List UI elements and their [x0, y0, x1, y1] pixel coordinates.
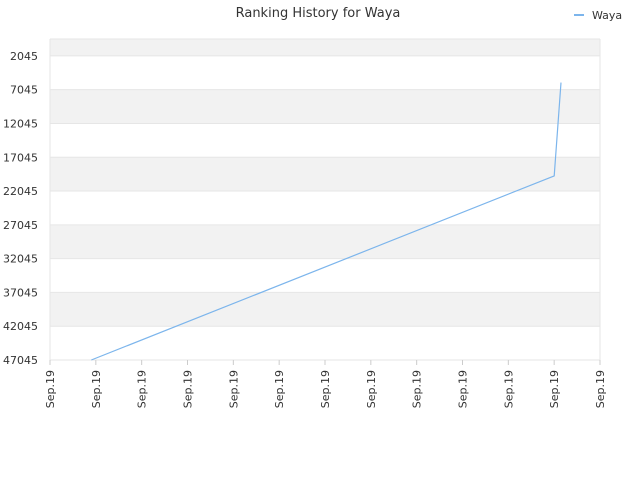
- series-line-waya: [91, 82, 562, 361]
- plot-band: [50, 89, 600, 124]
- plot-bands: [50, 39, 600, 360]
- x-tick-label: Sep.19: [365, 370, 378, 408]
- x-tick-label: Sep.19: [548, 370, 561, 408]
- y-tick-label: 32045: [3, 253, 38, 266]
- x-tick-label: Sep.19: [182, 370, 195, 408]
- x-axis-ticks: Sep.19 Sep.19 Sep.19 Sep.19 Sep.19 Sep.19 Sep.…: [44, 360, 607, 408]
- y-tick-label: 22045: [3, 185, 38, 198]
- legend[interactable]: Waya: [574, 9, 622, 22]
- x-tick-label: Sep.19: [273, 370, 286, 408]
- y-tick-label: 17045: [3, 151, 38, 164]
- plot-band: [50, 258, 600, 293]
- x-tick-label: Sep.19: [457, 370, 470, 408]
- x-tick-label: Sep.19: [594, 370, 607, 408]
- plot-band: [50, 55, 600, 90]
- y-axis-ticks: 2045 7045 12045 17045 22045 27045 32045 37045 42…: [3, 50, 38, 367]
- plot-band: [50, 123, 600, 158]
- x-tick-label: Sep.19: [502, 370, 515, 408]
- y-tick-label: 42045: [3, 320, 38, 333]
- x-tick-label: Sep.19: [319, 370, 332, 408]
- x-tick-label: Sep.19: [136, 370, 149, 408]
- y-tick-label: 37045: [3, 286, 38, 299]
- chart-title: Ranking History for Waya: [236, 6, 401, 21]
- plot-band: [50, 224, 600, 259]
- y-tick-label: 12045: [3, 117, 38, 130]
- plot-band: [50, 39, 600, 56]
- x-tick-label: Sep.19: [411, 370, 424, 408]
- y-tick-label: 7045: [10, 84, 38, 97]
- plot-band: [50, 292, 600, 327]
- plot-band: [50, 157, 600, 192]
- y-tick-label: 27045: [3, 219, 38, 232]
- series-lines: [91, 82, 562, 361]
- legend-label: Waya: [592, 9, 622, 22]
- x-tick-label: Sep.19: [44, 370, 57, 408]
- plot-band: [50, 326, 600, 360]
- plot-band: [50, 191, 600, 225]
- x-tick-label: Sep.19: [227, 370, 240, 408]
- x-tick-label: Sep.19: [90, 370, 103, 408]
- y-tick-label: 47045: [3, 354, 38, 367]
- y-tick-label: 2045: [10, 50, 38, 63]
